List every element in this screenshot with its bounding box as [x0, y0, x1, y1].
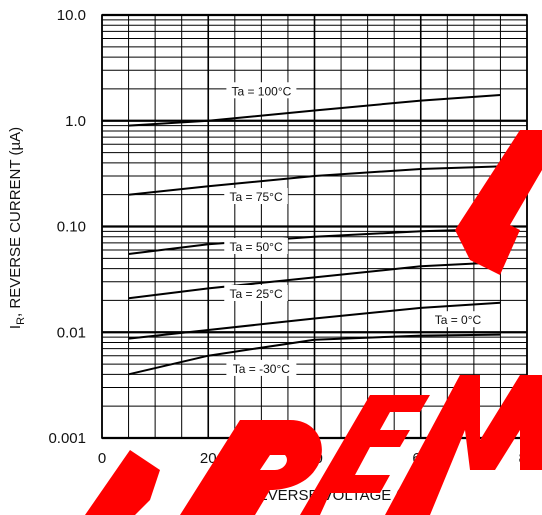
- curve-label: Ta = 50°C: [224, 237, 288, 254]
- x-tick-label: 0: [98, 450, 106, 467]
- curve-label: Ta = 0°C: [429, 311, 487, 328]
- curve-label-background: [226, 82, 297, 99]
- curve-label-background: [224, 284, 288, 301]
- x-tick-label: 20: [200, 450, 217, 467]
- curve-label-background: [224, 188, 288, 205]
- y-tick-label: 0.10: [57, 219, 86, 236]
- series-line: [128, 227, 501, 255]
- curve-label: Ta = 25°C: [224, 284, 288, 301]
- curve-label-text: Ta = -30°C: [233, 362, 290, 376]
- curve-labels: Ta = 100°C Ta = 75°C Ta = 50°C Ta = 25°C Ta …: [224, 82, 487, 376]
- curve-label-text: Ta = 100°C: [231, 84, 291, 98]
- watermark: [85, 130, 542, 515]
- curve-label-text: Ta = 0°C: [435, 313, 482, 327]
- y-tick-label: 1.0: [65, 113, 86, 130]
- curve-label-background: [226, 359, 297, 376]
- curve-label: Ta = 100°C: [226, 82, 297, 99]
- curve-label-background: [224, 237, 288, 254]
- series-line: [128, 94, 501, 127]
- curve-label-text: Ta = 50°C: [229, 240, 282, 254]
- series-layer: [128, 94, 501, 376]
- series-line: [128, 301, 501, 340]
- series-line: [128, 261, 501, 300]
- curve-label-text: Ta = 75°C: [229, 190, 282, 204]
- y-axis-title: IR, REVERSE CURRENT (µA): [7, 127, 27, 329]
- curve-label: Ta = 75°C: [224, 188, 288, 205]
- series-line: [128, 333, 501, 376]
- y-tick-label: 0.001: [48, 430, 86, 447]
- y-tick-label: 10.0: [57, 7, 86, 24]
- y-tick-label: 0.01: [57, 324, 86, 341]
- curve-label-background: [429, 311, 487, 328]
- series-line: [128, 165, 501, 196]
- curve-label-text: Ta = 25°C: [229, 287, 282, 301]
- curve-label: Ta = -30°C: [226, 359, 297, 376]
